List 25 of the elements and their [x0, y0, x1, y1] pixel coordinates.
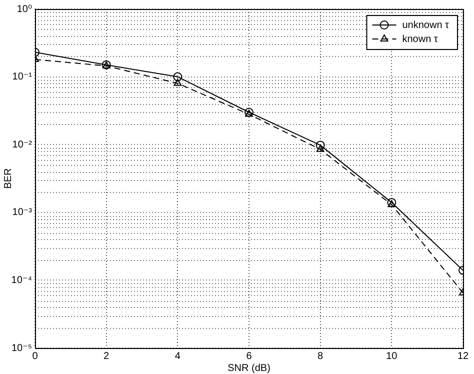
legend-label: unknown τ — [402, 20, 450, 31]
point — [316, 140, 325, 150]
point — [316, 144, 324, 152]
point — [244, 108, 254, 117]
y-axis-title: BER — [2, 168, 14, 189]
x-tick-label: 0 — [32, 350, 38, 362]
point — [387, 198, 396, 207]
x-tick-label: 10 — [386, 350, 398, 362]
point — [173, 72, 182, 82]
y-tick-label: 10⁰ — [16, 4, 32, 15]
x-tick-label: 2 — [104, 350, 110, 362]
y-tick-label: 10⁻¹ — [12, 72, 33, 83]
y-tick-label: 10⁻⁴ — [11, 274, 32, 286]
y-tick-label: 10⁻⁵ — [11, 342, 32, 354]
point — [174, 78, 182, 86]
x-tick-label: 12 — [457, 350, 469, 362]
x-tick-label: 4 — [174, 350, 181, 362]
legend-label: known τ — [402, 34, 438, 45]
x-tick-label: 8 — [318, 350, 324, 362]
y-tick-label: 10⁻³ — [12, 207, 33, 218]
point — [388, 200, 396, 208]
point — [245, 110, 253, 117]
x-tick-label: 6 — [246, 350, 252, 362]
y-tick-label: 10⁻² — [12, 139, 33, 150]
x-axis-title: SNR (dB) — [228, 362, 270, 374]
